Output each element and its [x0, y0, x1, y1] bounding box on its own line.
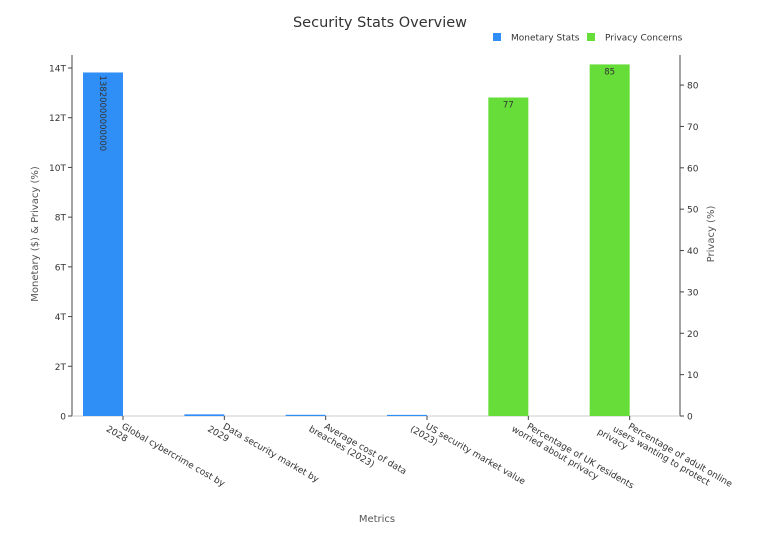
y-left-tick-label: 6T — [55, 263, 67, 273]
y-left-tick-label: 4T — [55, 313, 67, 323]
y-left-tick-label: 14T — [49, 65, 66, 75]
data-label: 77 — [503, 101, 514, 111]
y-right-tick-label: 80 — [687, 82, 699, 92]
y-left-tick-label: 0 — [60, 413, 66, 423]
bar-privacy-5[interactable] — [589, 64, 630, 416]
bar-monetary-0[interactable] — [83, 72, 123, 416]
legend-swatch — [493, 33, 501, 41]
bar-monetary-1[interactable] — [184, 414, 225, 416]
y-axis-left-title: Monetary ($) & Privacy (%) — [30, 166, 41, 302]
x-tick-label: US security market value(2023) — [408, 422, 527, 488]
y-axis-right-title: Privacy (%) — [706, 206, 717, 263]
data-label: 85 — [604, 67, 615, 77]
legend-label: Monetary Stats — [511, 34, 580, 44]
legend-label: Privacy Concerns — [605, 34, 683, 44]
y-left-tick-label: 8T — [55, 214, 67, 224]
legend-swatch — [587, 33, 595, 41]
y-right-tick-label: 10 — [687, 371, 699, 381]
bar-monetary-2[interactable] — [285, 414, 326, 416]
bar-privacy-4[interactable] — [488, 97, 529, 417]
x-tick-label-line: Percentage of adult online — [626, 422, 734, 490]
y-left-tick-label: 2T — [55, 363, 67, 373]
y-right-tick-label: 0 — [687, 413, 693, 423]
y-left-tick-label: 12T — [49, 114, 66, 124]
y-right-tick-label: 40 — [687, 247, 699, 257]
y-left-tick-label: 10T — [49, 164, 66, 174]
x-axis-title: Metrics — [359, 514, 395, 525]
y-right-tick-label: 60 — [687, 164, 699, 174]
y-right-tick-label: 70 — [687, 123, 699, 133]
bar-monetary-3[interactable] — [387, 414, 427, 416]
y-right-tick-label: 50 — [687, 206, 699, 216]
x-tick-label-line: Data security market by — [221, 422, 321, 485]
y-right-tick-label: 20 — [687, 330, 699, 340]
data-label: 13820000000000 — [97, 75, 107, 151]
y-right-tick-label: 30 — [687, 288, 699, 298]
chart-title: Security Stats Overview — [293, 15, 467, 31]
